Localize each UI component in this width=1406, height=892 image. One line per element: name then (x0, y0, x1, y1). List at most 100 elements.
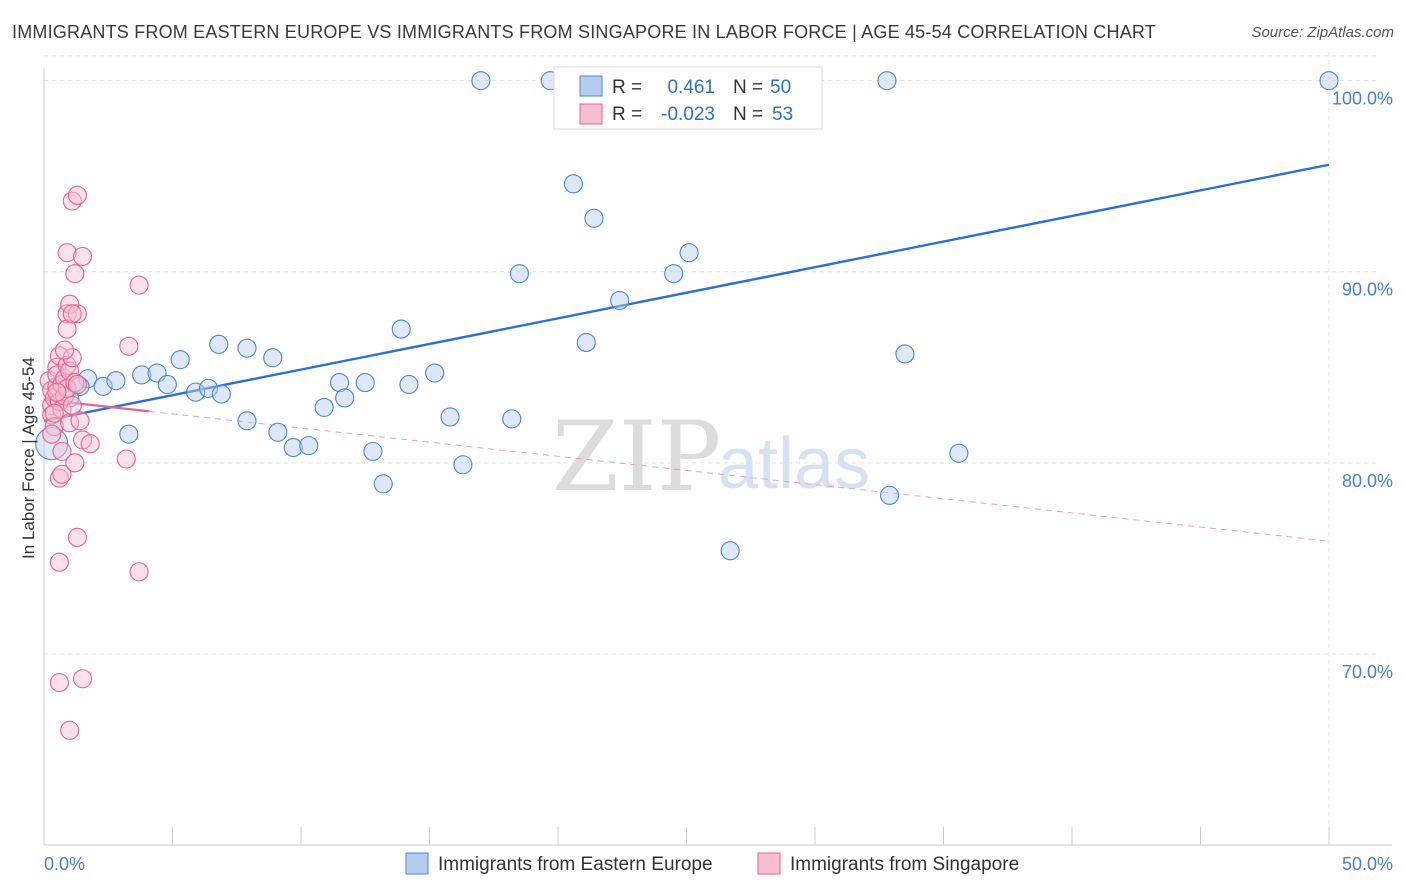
point-eastern-europe (170, 350, 190, 370)
point-singapore (70, 411, 90, 431)
legend-n-value-1: 50 (770, 77, 791, 98)
point-singapore (73, 669, 93, 689)
point-singapore (67, 185, 87, 205)
legend-swatch-pink (579, 103, 603, 125)
legend-swatch-blue (579, 75, 603, 97)
point-eastern-europe (895, 344, 915, 364)
point-eastern-europe (299, 436, 319, 456)
point-eastern-europe (1319, 71, 1339, 91)
point-eastern-europe (877, 71, 897, 91)
point-singapore (62, 348, 82, 368)
point-eastern-europe (576, 332, 596, 352)
point-singapore (49, 552, 69, 572)
x-tick-label: 0.0% (44, 854, 85, 874)
legend-r-label-2: R = (612, 104, 642, 125)
y-axis-label: In Labor Force | Age 45-54 (19, 357, 38, 559)
point-eastern-europe (509, 264, 530, 284)
point-singapore (42, 424, 62, 444)
point-eastern-europe (425, 363, 445, 383)
point-singapore (129, 562, 149, 582)
legend-bottom: Immigrants from Eastern Europe Immigrant… (405, 852, 1019, 875)
point-eastern-europe (664, 264, 684, 284)
point-eastern-europe (610, 290, 630, 310)
legend-n-label-2: N = (733, 104, 763, 125)
point-singapore (52, 464, 72, 484)
point-singapore (67, 304, 87, 324)
point-singapore (62, 191, 82, 211)
point-eastern-europe (283, 437, 303, 458)
point-eastern-europe (563, 174, 583, 194)
point-eastern-europe (391, 319, 411, 339)
point-singapore (65, 453, 85, 473)
tick-labels: 70.0% 80.0% 90.0% 100.0% 0.0% 50.0% (44, 89, 1393, 874)
point-eastern-europe (329, 373, 350, 393)
point-eastern-europe (335, 388, 355, 408)
point-singapore (62, 304, 82, 324)
y-tick-label: 80.0% (1342, 471, 1393, 491)
y-tick-label: 100.0% (1332, 89, 1393, 109)
point-eastern-europe (132, 365, 152, 385)
point-singapore (116, 449, 136, 469)
source-label: Source: ZipAtlas.com (1251, 24, 1394, 41)
point-eastern-europe (679, 243, 699, 263)
point-eastern-europe (157, 374, 177, 395)
trend-line-eastern-europe (43, 163, 1330, 422)
point-eastern-europe (106, 371, 126, 391)
chart-title: IMMIGRANTS FROM EASTERN EUROPE VS IMMIGR… (12, 22, 1156, 42)
point-singapore (57, 243, 77, 263)
point-eastern-europe (453, 455, 473, 475)
legend-bottom-swatch-blue (405, 852, 429, 875)
point-eastern-europe (78, 369, 98, 389)
point-eastern-europe (211, 384, 231, 404)
point-singapore (62, 395, 82, 416)
legend-bottom-label-1: Immigrants from Eastern Europe (438, 854, 713, 875)
point-eastern-europe (471, 71, 491, 91)
legend-r-label-1: R = (612, 77, 642, 98)
legend-n-label-1: N = (733, 77, 763, 98)
point-singapore (57, 319, 77, 339)
watermark-atlas: atlas (718, 424, 870, 504)
point-singapore (47, 382, 67, 402)
point-singapore (67, 527, 87, 547)
legend-bottom-swatch-pink (757, 852, 781, 875)
point-eastern-europe (440, 407, 460, 427)
legend-r-value-1: 0.461 (667, 77, 715, 98)
point-eastern-europe (263, 348, 283, 368)
legend-n-value-2: 53 (772, 104, 793, 125)
y-tick-label: 90.0% (1342, 280, 1393, 300)
point-eastern-europe (373, 474, 393, 494)
watermark-zip: ZIP (552, 401, 721, 513)
point-eastern-europe (209, 334, 229, 354)
point-eastern-europe (119, 424, 139, 444)
legend-top: R = 0.461 N = 50 R = -0.023 N = 53 (553, 66, 823, 130)
axes (43, 68, 1392, 846)
point-singapore (49, 673, 69, 693)
point-singapore (60, 720, 80, 740)
point-singapore (55, 340, 75, 360)
point-eastern-europe (879, 485, 900, 505)
point-eastern-europe (949, 443, 969, 463)
series-singapore-points (39, 185, 149, 740)
x-tick-label: 50.0% (1342, 854, 1393, 874)
point-eastern-europe (314, 397, 334, 417)
point-singapore (119, 336, 139, 356)
point-singapore (129, 275, 149, 295)
point-eastern-europe (720, 541, 740, 561)
legend-r-value-2: -0.023 (661, 104, 715, 125)
point-eastern-europe (399, 374, 419, 395)
point-eastern-europe (237, 338, 257, 358)
point-eastern-europe (186, 382, 206, 402)
point-eastern-europe (268, 422, 288, 442)
point-singapore (65, 264, 85, 284)
point-eastern-europe (355, 373, 375, 393)
point-singapore (67, 374, 87, 395)
point-eastern-europe (237, 411, 257, 431)
point-eastern-europe (93, 376, 113, 396)
point-singapore (44, 403, 64, 423)
y-tick-label: 70.0% (1342, 662, 1393, 682)
point-singapore (44, 416, 64, 437)
point-eastern-europe (584, 208, 604, 228)
legend-bottom-label-2: Immigrants from Singapore (790, 854, 1019, 875)
point-eastern-europe (502, 409, 522, 429)
